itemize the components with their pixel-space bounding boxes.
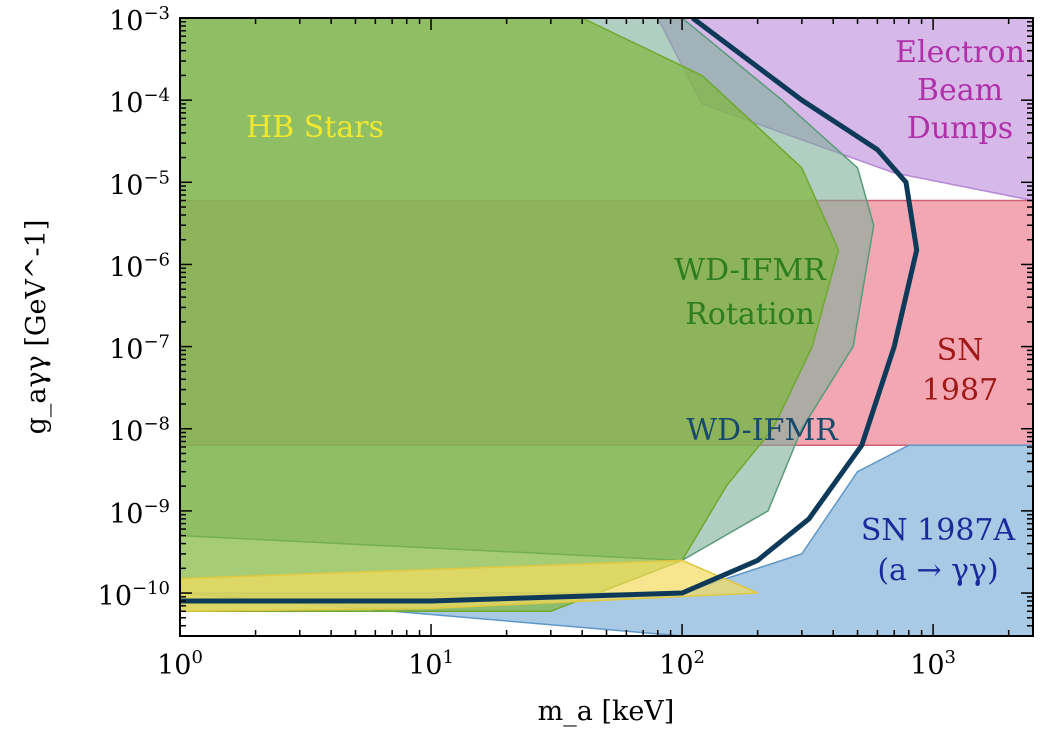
x-tick-label: 101 <box>408 647 454 681</box>
y-tick-label: 10−6 <box>109 249 170 283</box>
x-tick-label: 103 <box>910 647 956 681</box>
x-tick-label: 100 <box>157 647 203 681</box>
region-label-wd-ifmr: WD-IFMR <box>686 413 839 448</box>
region-label-sn-1987: SN 1987 <box>922 333 998 408</box>
bound-line <box>180 18 920 604</box>
ticks-layer: 100 101 102 103 10−3 10−4 10−5 10−6 10−7 10−8 10−9… <box>98 3 1033 681</box>
region-label-wd-ifmr-rotation: WD-IFMR Rotation <box>674 253 827 332</box>
x-tick-label: 102 <box>659 647 705 681</box>
y-tick-label: 10−10 <box>98 578 170 612</box>
y-tick-label: 10−4 <box>109 85 170 119</box>
y-tick-label: 10−5 <box>109 167 170 201</box>
region-label-hb-stars: HB Stars <box>246 110 384 145</box>
region-labels-layer: Electron Beam Dumps SN 1987 SN 1987A (a → γγ) W… <box>246 35 1025 588</box>
region-label-sn-1987a-gg: SN 1987A (a → γγ) <box>861 513 1016 588</box>
x-axis-label: m_a [keV] <box>538 696 675 727</box>
bound-line-layer <box>180 18 920 604</box>
y-tick-label: 10−8 <box>109 414 170 448</box>
y-tick-label: 10−9 <box>109 496 170 530</box>
y-axis-label: g_aγγ [GeV^-1] <box>21 220 52 435</box>
region-wd-ifmr-rotation <box>180 18 840 613</box>
y-tick-label: 10−3 <box>109 3 170 37</box>
y-tick-label: 10−7 <box>109 332 170 366</box>
region-label-electron-beam-dumps: Electron Beam Dumps <box>895 35 1025 146</box>
